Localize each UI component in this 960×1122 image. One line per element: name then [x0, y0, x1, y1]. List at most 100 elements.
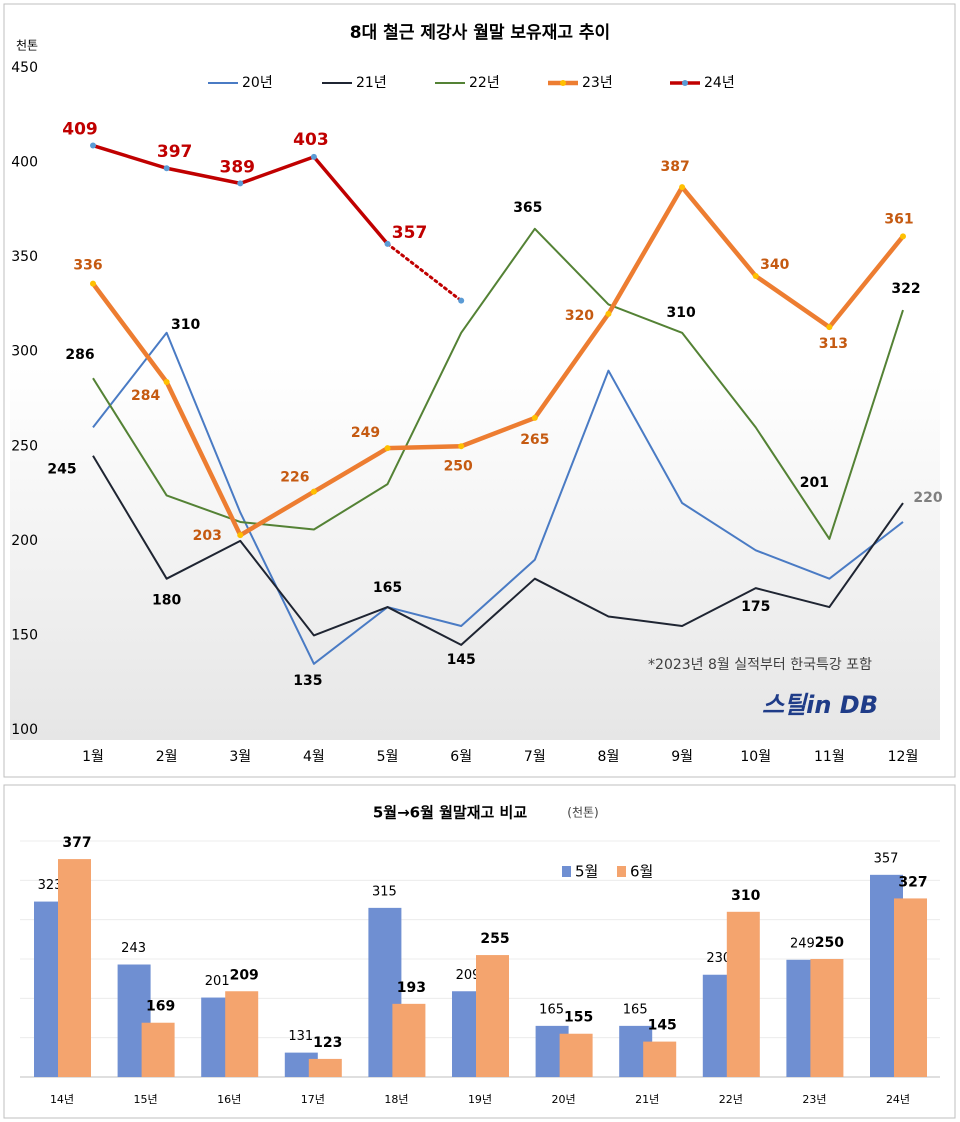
data-label: 193 — [397, 980, 426, 996]
legend-label: 6월 — [630, 863, 653, 881]
data-label: 123 — [313, 1035, 342, 1051]
marker — [237, 532, 244, 539]
legend-marker — [560, 80, 566, 86]
data-label: 175 — [741, 599, 770, 615]
data-label: 135 — [293, 673, 322, 689]
data-label: 165 — [623, 1002, 648, 1017]
x-tick-label: 24년 — [886, 1093, 910, 1106]
x-tick-label: 15년 — [134, 1093, 158, 1106]
data-label: 165 — [373, 580, 402, 596]
marker — [163, 165, 170, 172]
x-tick-label: 19년 — [468, 1093, 492, 1106]
x-tick-label: 2월 — [156, 749, 178, 765]
legend-label: 22년 — [469, 75, 500, 91]
x-tick-label: 16년 — [217, 1093, 241, 1106]
bar — [643, 1041, 677, 1077]
marker — [310, 153, 317, 160]
data-label: 249 — [351, 425, 380, 441]
y-unit: 천톤 — [16, 38, 38, 53]
series-line — [92, 331, 904, 665]
marker — [237, 180, 244, 187]
data-label: 403 — [293, 130, 329, 150]
data-label: 313 — [819, 336, 848, 352]
data-label: 245 — [47, 462, 76, 478]
y-tick-label: 100 — [11, 722, 38, 738]
x-tick-label: 11월 — [814, 749, 845, 765]
data-label: 145 — [648, 1018, 677, 1034]
legend-label: 21년 — [356, 75, 387, 91]
series-line — [91, 184, 905, 538]
x-tick-label: 20년 — [552, 1093, 576, 1106]
data-label: 250 — [815, 935, 844, 951]
data-label: 327 — [898, 874, 927, 890]
marker — [900, 233, 906, 240]
data-label: 131 — [288, 1029, 313, 1044]
data-label: 409 — [62, 120, 98, 140]
bar — [392, 1003, 426, 1077]
marker — [90, 142, 96, 149]
bar — [810, 959, 844, 1077]
series-line — [92, 227, 904, 540]
x-tick-label: 23년 — [802, 1093, 826, 1106]
data-label: 201 — [800, 475, 829, 491]
data-label: 220 — [913, 490, 942, 506]
legend-label: 20년 — [242, 75, 273, 91]
data-label: 340 — [760, 257, 789, 273]
legend-swatch — [562, 866, 571, 877]
x-tick-label: 21년 — [635, 1093, 659, 1106]
data-label: 180 — [152, 593, 181, 609]
data-label: 320 — [565, 308, 594, 324]
data-label: 255 — [480, 931, 509, 947]
marker — [531, 414, 538, 421]
data-label: 389 — [220, 157, 256, 177]
y-unit: (천톤) — [567, 805, 598, 820]
legend-label: 5월 — [575, 863, 598, 881]
bar — [894, 898, 927, 1077]
bar — [476, 955, 509, 1077]
x-tick-label: 12월 — [888, 749, 919, 765]
chart-title: 8대 철근 제강사 월말 보유재고 추이 — [350, 22, 610, 43]
bar — [141, 1022, 175, 1077]
data-label: 315 — [372, 884, 397, 899]
data-label: 377 — [62, 835, 91, 851]
marker — [384, 445, 391, 452]
data-label: 265 — [520, 432, 549, 448]
data-label: 387 — [660, 159, 689, 175]
data-label: 250 — [444, 458, 473, 474]
data-label: 322 — [891, 281, 920, 297]
data-label: 365 — [513, 200, 542, 216]
x-tick-label: 9월 — [671, 749, 693, 765]
y-tick-label: 400 — [11, 155, 38, 171]
data-label: 397 — [157, 142, 193, 162]
data-label: 361 — [884, 211, 913, 227]
bar — [726, 911, 760, 1077]
data-label: 155 — [564, 1010, 593, 1026]
y-tick-label: 200 — [11, 533, 38, 549]
bar — [308, 1058, 342, 1077]
y-tick-label: 150 — [11, 627, 38, 643]
data-label: 226 — [280, 470, 309, 486]
data-label: 286 — [65, 347, 94, 363]
marker — [458, 443, 465, 450]
chart-title: 5월→6월 월말재고 비교 — [373, 804, 527, 822]
x-tick-label: 5월 — [377, 749, 399, 765]
plot-background — [10, 60, 940, 740]
x-tick-label: 14년 — [50, 1093, 74, 1106]
watermark: 스틸in DB — [762, 691, 878, 719]
x-tick-label: 22년 — [719, 1093, 743, 1106]
marker — [826, 324, 833, 331]
x-tick-label: 7월 — [524, 749, 546, 765]
y-tick-label: 350 — [11, 249, 38, 265]
marker — [458, 297, 465, 304]
data-label: 336 — [73, 258, 102, 274]
data-label: 310 — [171, 317, 200, 333]
data-label: 310 — [731, 888, 760, 904]
marker — [605, 310, 612, 317]
marker — [163, 378, 170, 385]
x-tick-label: 8월 — [598, 749, 620, 765]
marker — [90, 280, 96, 287]
bar — [58, 859, 91, 1077]
data-label: 357 — [874, 851, 899, 866]
data-label: 209 — [456, 968, 481, 983]
bar — [225, 991, 259, 1077]
